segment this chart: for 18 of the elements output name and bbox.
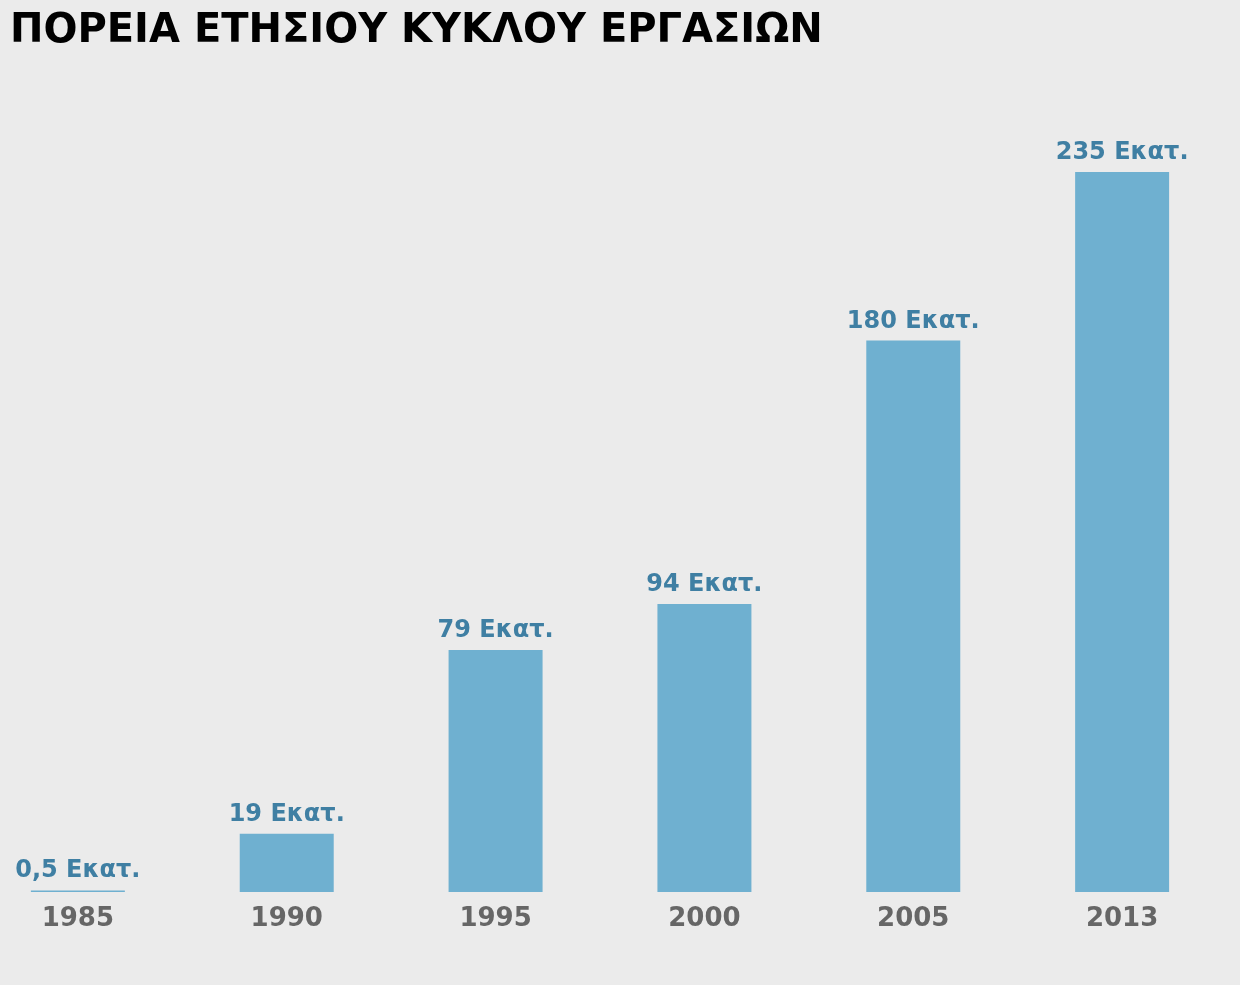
- bar: [1075, 172, 1170, 892]
- x-tick-label: 1995: [459, 901, 532, 932]
- x-tick-label: 2000: [668, 901, 741, 932]
- x-tick-label: 1985: [41, 901, 115, 932]
- data-label: 79 Εκατ.: [437, 614, 554, 643]
- bar: [866, 340, 961, 892]
- x-tick-label: 2005: [877, 901, 950, 932]
- bar: [239, 833, 334, 892]
- data-label: 19 Εκατ.: [228, 798, 345, 827]
- x-tick-label: 2013: [1085, 901, 1159, 932]
- data-label: 180 Εκατ.: [846, 305, 980, 334]
- bar: [657, 604, 752, 892]
- chart-title: ΠΟΡΕΙΑ ΕΤΗΣΙΟΥ ΚΥΚΛΟΥ ΕΡΓΑΣΙΩΝ: [10, 5, 823, 51]
- data-label: 94 Εκατ.: [646, 569, 763, 597]
- x-tick-label: 1990: [250, 901, 323, 932]
- data-label: 235 Εκατ.: [1055, 137, 1189, 165]
- bar: [448, 649, 543, 892]
- data-label: 0,5 Εκατ.: [15, 855, 141, 884]
